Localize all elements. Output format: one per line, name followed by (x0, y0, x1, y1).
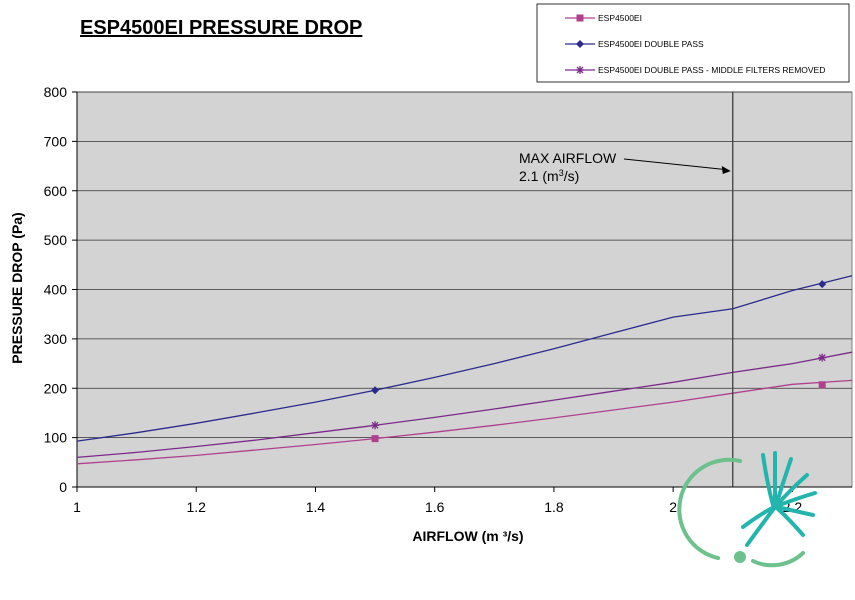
axes: 0 100 200 300 400 500 600 700 800 1 1.2 1.4 1.6 1.8 2 2… (44, 84, 852, 515)
legend-marker (576, 14, 584, 22)
legend-label: ESP4500EI DOUBLE PASS - MIDDLE FILTERS R… (598, 65, 825, 75)
y-tick-label: 600 (44, 183, 68, 199)
legend: ESP4500EI ESP4500EI DOUBLE PASS ESP4500EI … (536, 3, 850, 83)
data-point (371, 435, 379, 443)
y-tick-label: 700 (44, 133, 68, 149)
y-tick-label: 500 (44, 232, 68, 248)
company-logo (677, 451, 817, 568)
legend-label: ESP4500EI DOUBLE PASS (598, 39, 704, 49)
legend-marker (576, 40, 584, 48)
series-2 (76, 275, 853, 442)
y-tick-label: 0 (59, 479, 67, 495)
y-tick-label: 200 (44, 380, 68, 396)
series-line (76, 275, 853, 442)
data-point (818, 381, 826, 389)
data-point (371, 386, 380, 395)
x-tick-label: 1.4 (306, 499, 326, 515)
y-tick-label: 300 (44, 331, 68, 347)
annotation-value: 2.1 (m3/s) (519, 168, 579, 184)
series-3 (76, 351, 853, 459)
y-tick-label: 100 (44, 430, 68, 446)
legend-marker (576, 66, 584, 74)
x-axis-title: AIRFLOW (m ³/s) (412, 528, 523, 544)
legend-label: ESP4500EI (598, 13, 642, 23)
annotation-arrow (623, 158, 731, 174)
series-1 (76, 379, 853, 465)
y-tick-label: 800 (44, 84, 68, 100)
x-tick-label: 1.6 (425, 499, 445, 515)
series-layer (76, 275, 853, 465)
x-tick-label: 2 (669, 499, 677, 515)
series-line (76, 351, 853, 459)
data-point (371, 421, 380, 430)
x-tick-label: 1.2 (186, 499, 206, 515)
arrow-head (721, 166, 731, 174)
y-axis-title: PRESSURE DROP (Pa) (9, 212, 25, 363)
series-line (76, 379, 853, 465)
x-tick-label: 1 (73, 499, 81, 515)
arrow-shaft (623, 158, 725, 170)
x-tick-label: 1.8 (544, 499, 564, 515)
annotation-max-airflow: MAX AIRFLOW (519, 150, 617, 166)
y-tick-label: 400 (44, 282, 68, 298)
data-point (818, 353, 827, 362)
chart-title: ESP4500EI PRESSURE DROP (80, 17, 362, 39)
data-point (818, 280, 827, 289)
